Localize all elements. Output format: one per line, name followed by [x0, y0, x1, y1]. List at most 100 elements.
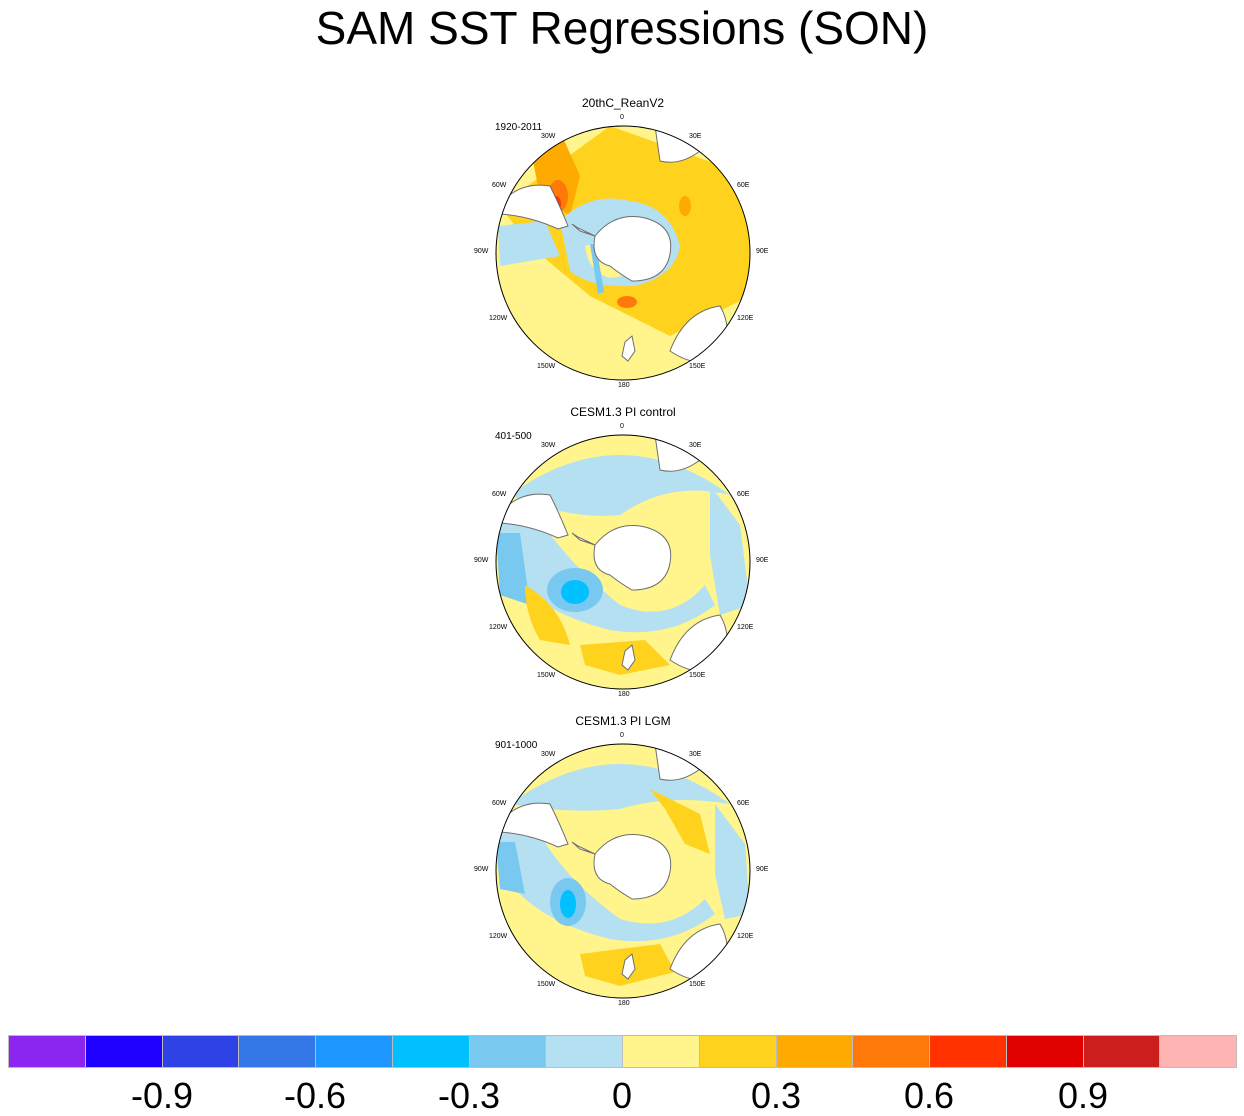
- sst-contour: [617, 296, 637, 308]
- sst-contour: [498, 221, 560, 266]
- sst-contour: [561, 580, 589, 604]
- colorbar-label: 0.3: [750, 1075, 802, 1116]
- antarctic-peninsula: [571, 223, 596, 237]
- colorbar-box: [238, 1035, 316, 1068]
- lon-label-150w: 150W: [537, 363, 556, 370]
- lon-label-30w: 30W: [541, 751, 556, 758]
- lon-label-120e: 120E: [737, 624, 754, 631]
- colorbar-label: 0: [611, 1075, 633, 1116]
- lon-label-90w: 90W: [474, 248, 489, 255]
- sst-contour: [590, 244, 604, 294]
- colorbar-box: [929, 1035, 1007, 1068]
- polar-map: [495, 434, 751, 690]
- sst-contour: [525, 585, 570, 645]
- lon-label-120e: 120E: [737, 315, 754, 322]
- lon-label-90e: 90E: [756, 866, 769, 873]
- colorbar-label: -0.6: [283, 1075, 347, 1116]
- new-zealand-landmass: [621, 335, 636, 362]
- map-panel-cesm-pi-lgm: CESM1.3 PI LGM 901-1000 0 30E 60E 90E 12…: [470, 714, 780, 1014]
- colorbar-box: [545, 1035, 623, 1068]
- lon-label-90w: 90W: [474, 557, 489, 564]
- map-panel-cesm-pi-control: CESM1.3 PI control 401-500 0 30E 60E 90E…: [470, 405, 780, 705]
- colorbar-box: [852, 1035, 930, 1068]
- sst-contour: [496, 533, 530, 605]
- lon-label-90e: 90E: [756, 557, 769, 564]
- sst-contour: [498, 518, 715, 633]
- lon-label-180: 180: [618, 691, 630, 698]
- colorbar-label: 0.6: [903, 1075, 955, 1116]
- polar-map: [495, 125, 751, 381]
- lon-label-150e: 150E: [689, 981, 706, 988]
- panel-period: 1920-2011: [495, 122, 543, 133]
- sst-contour: [560, 890, 576, 918]
- lon-label-60e: 60E: [737, 800, 750, 807]
- map-field: [496, 744, 750, 998]
- new-zealand-landmass: [621, 953, 636, 980]
- new-zealand-landmass: [621, 644, 636, 671]
- lon-label-180: 180: [618, 1000, 630, 1007]
- colorbar-box: [315, 1035, 393, 1068]
- lon-label-0: 0: [620, 114, 624, 121]
- map-field: [496, 435, 750, 689]
- map-boundary: [495, 434, 751, 690]
- colorbar-box: [698, 1035, 777, 1068]
- map-field: [496, 126, 750, 380]
- colorbar-label: -0.9: [130, 1075, 194, 1116]
- lon-label-30e: 30E: [689, 442, 702, 449]
- panel-period: 401-500: [495, 431, 532, 442]
- lon-label-120w: 120W: [489, 315, 508, 322]
- panel-period: 901-1000: [495, 740, 538, 751]
- south-america-landmass: [499, 184, 569, 230]
- colorbar-box: [622, 1035, 700, 1068]
- colorbar-box: [1005, 1035, 1084, 1068]
- colorbar-box: [468, 1035, 547, 1068]
- lon-label-150w: 150W: [537, 981, 556, 988]
- figure-title: SAM SST Regressions (SON): [315, 2, 929, 54]
- lon-label-0: 0: [620, 732, 624, 739]
- lon-label-150e: 150E: [689, 363, 706, 370]
- colorbar-box: [1159, 1035, 1237, 1068]
- antarctica: [593, 525, 672, 591]
- antarctica: [593, 216, 672, 282]
- antarctic-peninsula: [571, 532, 596, 546]
- lon-label-60e: 60E: [737, 182, 750, 189]
- map-boundary: [495, 743, 751, 999]
- sst-contour: [679, 196, 691, 216]
- sst-contour: [650, 789, 710, 854]
- lon-label-150e: 150E: [689, 672, 706, 679]
- south-america-landmass: [499, 493, 569, 539]
- colorbar-box: [1082, 1035, 1161, 1068]
- colorbar: [8, 1035, 1237, 1069]
- panel-title: 20thC_ReanV2: [581, 96, 665, 110]
- colorbar-box: [161, 1035, 240, 1068]
- sst-contour: [496, 842, 525, 894]
- colorbar-box: [391, 1035, 470, 1068]
- lon-label-90w: 90W: [474, 866, 489, 873]
- panel-title: CESM1.3 PI LGM: [575, 714, 671, 728]
- map-boundary: [495, 125, 751, 381]
- colorbar-box: [8, 1035, 86, 1068]
- lon-label-60w: 60W: [492, 491, 507, 498]
- lon-label-30w: 30W: [541, 442, 556, 449]
- map-panel-20thc-reanv2: 20thC_ReanV2 1920-2011 0 30E 60E 90E 120…: [470, 96, 780, 396]
- colorbar-box: [775, 1035, 854, 1068]
- lon-label-90e: 90E: [756, 248, 769, 255]
- lon-label-30e: 30E: [689, 751, 702, 758]
- lon-label-180: 180: [618, 382, 630, 389]
- lon-label-120w: 120W: [489, 933, 508, 940]
- antarctica: [593, 834, 672, 900]
- colorbar-label: -0.3: [437, 1075, 501, 1116]
- lon-label-120e: 120E: [737, 933, 754, 940]
- sst-contour: [710, 485, 750, 615]
- colorbar-label: 0.9: [1057, 1075, 1109, 1116]
- lon-label-0: 0: [620, 423, 624, 430]
- sst-contour: [715, 804, 750, 919]
- lon-label-60w: 60W: [492, 800, 507, 807]
- lon-label-30w: 30W: [541, 133, 556, 140]
- panel-title: CESM1.3 PI control: [570, 405, 676, 419]
- lon-label-120w: 120W: [489, 624, 508, 631]
- south-america-landmass: [499, 802, 569, 848]
- polar-map: [495, 743, 751, 999]
- colorbar-box: [84, 1035, 163, 1068]
- lon-label-150w: 150W: [537, 672, 556, 679]
